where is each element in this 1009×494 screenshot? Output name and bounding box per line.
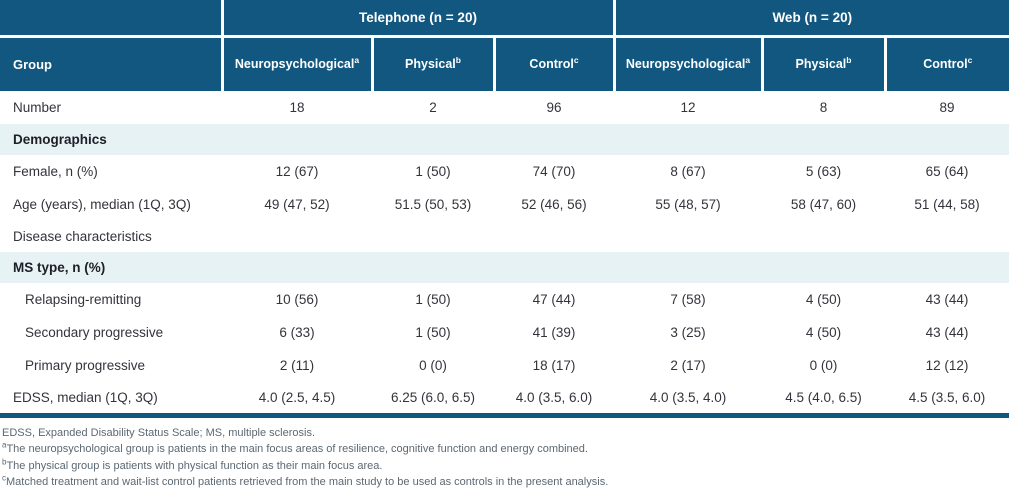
table-row-secondary-progressive: Secondary progressive 6 (33) 1 (50) 41 (…	[0, 316, 1009, 349]
column-header-tel-neuropsychological: Neuropsychologicala	[220, 36, 372, 91]
table-cell: 6 (33)	[279, 325, 315, 340]
table-row-edss: EDSS, median (1Q, 3Q) 4.0 (2.5, 4.5) 6.2…	[0, 382, 1009, 415]
footnote-c: cMatched treatment and wait-list control…	[2, 473, 609, 488]
column-header-web-physical: Physicalb	[760, 36, 886, 91]
section-row-ms-type: MS type, n (%)	[0, 252, 1009, 283]
footnote-a: aThe neuropsychological group is patient…	[2, 440, 588, 455]
table-cell: 51 (44, 58)	[914, 197, 980, 212]
column-header-tel-physical: Physicalb	[370, 36, 494, 91]
footnote-marker-c: c	[573, 55, 579, 66]
table-cell: 43 (44)	[925, 292, 969, 307]
table-cell: 4 (50)	[805, 292, 842, 307]
table-cell: 2 (17)	[670, 358, 706, 373]
table-cell: 55 (48, 57)	[655, 197, 721, 212]
table-cell: 1 (50)	[415, 325, 451, 340]
table-cell: 49 (47, 52)	[264, 197, 330, 212]
column-header-tel-control: Controlc	[492, 36, 615, 91]
table-cell: 0 (0)	[419, 358, 447, 373]
row-label: Number	[13, 100, 62, 115]
table-cell: 43 (44)	[925, 325, 969, 340]
table-cell: 12	[680, 100, 696, 115]
table-cell: 41 (39)	[532, 325, 576, 340]
column-header-web-neuropsychological: Neuropsychologicala	[612, 36, 763, 91]
table-header: Telephone (n = 20) Web (n = 20) Group Ne…	[0, 0, 1009, 91]
table-cell: 4.0 (3.5, 4.0)	[649, 389, 727, 405]
footnote-b: bThe physical group is patients with phy…	[2, 456, 383, 472]
row-label: Age (years), median (1Q, 3Q)	[13, 197, 191, 212]
footnote-marker-b: b	[2, 456, 7, 466]
footnote-marker-a: a	[2, 440, 7, 450]
footnote-marker-c: c	[967, 55, 973, 66]
footnote-marker-a: a	[354, 55, 360, 66]
table-cell: 51.5 (50, 53)	[394, 197, 472, 212]
section-label: Demographics	[0, 124, 1009, 155]
table-cell: 6.25 (6.0, 6.5)	[390, 389, 476, 405]
table-cell: 18	[289, 100, 305, 115]
table-body: Number 18 2 96 12 8 89 Demographics Fema…	[0, 91, 1009, 415]
table-cell: 74 (70)	[532, 164, 576, 179]
section-label: MS type, n (%)	[0, 252, 1009, 283]
section-row-demographics: Demographics	[0, 124, 1009, 155]
table-cell: 1 (50)	[415, 292, 451, 307]
table-cell: 65 (64)	[925, 164, 969, 179]
table-cell: 2 (11)	[279, 358, 315, 373]
footnote-marker-a: a	[745, 55, 751, 66]
column-header-group: Group	[0, 36, 222, 91]
table-cell: 5 (63)	[805, 164, 842, 179]
table-cell: 96	[546, 100, 562, 115]
table-row-primary-progressive: Primary progressive 2 (11) 0 (0) 18 (17)…	[0, 349, 1009, 382]
footnotes: EDSS, Expanded Disability Status Scale; …	[0, 418, 1009, 491]
table-cell: 3 (25)	[670, 325, 706, 340]
table-cell: 4.0 (3.5, 6.0)	[515, 389, 593, 405]
table-cell: 58 (47, 60)	[790, 197, 857, 212]
web-group-header: Web (n = 20)	[612, 0, 1009, 38]
table-cell: 7 (58)	[670, 292, 706, 307]
table-cell: 10 (56)	[275, 292, 319, 307]
table-cell: 12 (12)	[925, 358, 969, 373]
table-row-female: Female, n (%) 12 (67) 1 (50) 74 (70) 8 (…	[0, 155, 1009, 188]
footnote-marker-b: b	[455, 55, 461, 66]
table-cell: 89	[939, 100, 955, 115]
participants-table: Telephone (n = 20) Web (n = 20) Group Ne…	[0, 0, 1009, 418]
row-label: EDSS, median (1Q, 3Q)	[13, 389, 158, 405]
table-row-number: Number 18 2 96 12 8 89	[0, 91, 1009, 124]
table-cell: 47 (44)	[532, 292, 576, 307]
corner-cell	[0, 0, 222, 38]
row-label: Relapsing-remitting	[25, 292, 142, 307]
section-label: Disease characteristics	[13, 229, 152, 244]
table-row-relapsing-remitting: Relapsing-remitting 10 (56) 1 (50) 47 (4…	[0, 283, 1009, 316]
column-header-web-control: Controlc	[883, 36, 1009, 91]
table-cell: 0 (0)	[809, 358, 838, 373]
table-cell: 1 (50)	[415, 164, 451, 179]
table-cell: 4.5 (4.0, 6.5)	[785, 389, 862, 405]
section-row-disease-characteristics: Disease characteristics	[0, 221, 1009, 252]
row-label: Secondary progressive	[25, 325, 164, 340]
footnote-marker-b: b	[846, 55, 852, 66]
table-cell: 18 (17)	[532, 358, 576, 373]
footnote-marker-c: c	[2, 473, 6, 483]
telephone-group-header: Telephone (n = 20)	[220, 0, 615, 38]
table-cell: 4.0 (2.5, 4.5)	[258, 389, 336, 405]
table-cell: 4.5 (3.5, 6.0)	[908, 389, 986, 405]
table-cell: 12 (67)	[275, 164, 319, 179]
footnote-abbreviations: EDSS, Expanded Disability Status Scale; …	[2, 426, 316, 439]
table-cell: 4 (50)	[805, 325, 842, 340]
group-header-row: Telephone (n = 20) Web (n = 20)	[0, 0, 1009, 38]
table-cell: 8	[819, 100, 828, 115]
row-label: Female, n (%)	[13, 164, 98, 179]
table-cell: 52 (46, 56)	[521, 197, 587, 212]
table-row-age: Age (years), median (1Q, 3Q) 49 (47, 52)…	[0, 188, 1009, 221]
row-label: Primary progressive	[25, 358, 146, 373]
table-cell: 8 (67)	[670, 164, 706, 179]
table-cell: 2	[429, 100, 437, 115]
column-header-row: Group Neuropsychologicala Physicalb Cont…	[0, 36, 1009, 91]
